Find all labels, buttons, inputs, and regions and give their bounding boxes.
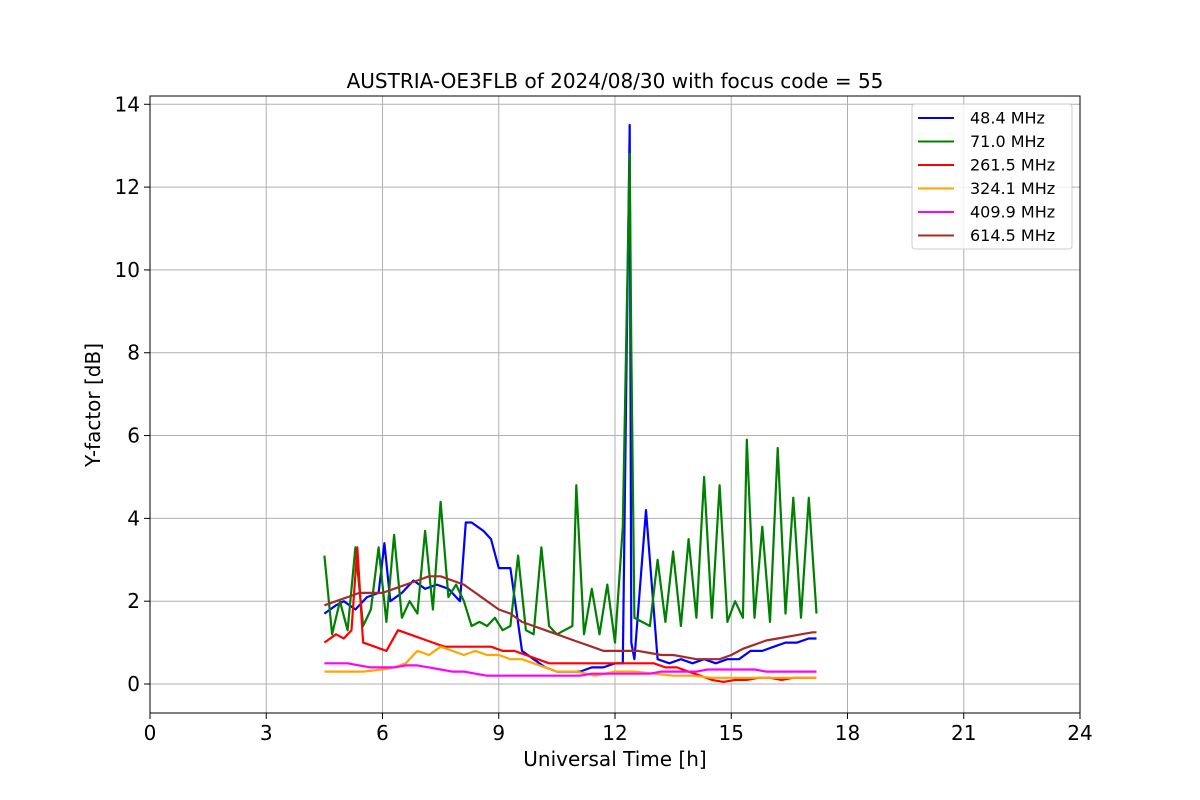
y-tick-label: 8 [127,341,140,365]
legend-label-1: 71.0 MHz [970,132,1045,151]
y-tick-label: 12 [115,175,140,199]
series-line-3 [324,645,817,679]
legend-label-4: 409.9 MHz [970,203,1055,222]
y-tick-label: 14 [115,92,140,116]
x-tick-label: 12 [602,721,627,745]
series-layer [323,123,818,683]
series-line-1 [323,152,818,644]
chart-title: AUSTRIA-OE3FLB of 2024/08/30 with focus … [347,69,884,93]
x-tick-label: 0 [144,721,157,745]
y-axis-title: Y-factor [dB] [81,343,105,468]
legend-label-0: 48.4 MHz [970,109,1045,128]
x-tick-label: 3 [260,721,273,745]
legend-label-5: 614.5 MHz [970,226,1055,245]
legend-label-2: 261.5 MHz [970,156,1055,175]
series-line-4 [324,662,817,677]
x-tick-label: 24 [1067,721,1092,745]
y-tick-label: 4 [127,506,140,530]
legend: 48.4 MHz 71.0 MHz 261.5 MHz 324.1 MHz 409.9… [911,103,1073,250]
legend-label-3: 324.1 MHz [970,179,1055,198]
x-tick-label: 9 [492,721,505,745]
x-axis-title: Universal Time [h] [523,747,706,771]
y-tick-label: 10 [115,258,140,282]
x-tick-label: 18 [835,721,860,745]
plot-area [323,123,818,683]
x-tick-label: 6 [376,721,389,745]
series-line-5 [324,575,817,661]
y-tick-label: 2 [127,589,140,613]
series-line-2 [323,546,817,683]
y-axis-ticks: 0 2 4 6 8 10 12 14 [115,92,150,696]
y-tick-label: 6 [127,424,140,448]
x-tick-label: 21 [951,721,976,745]
x-axis-ticks: 0 3 6 9 12 15 18 21 24 [144,713,1093,745]
y-tick-label: 0 [127,672,140,696]
x-tick-label: 15 [719,721,744,745]
